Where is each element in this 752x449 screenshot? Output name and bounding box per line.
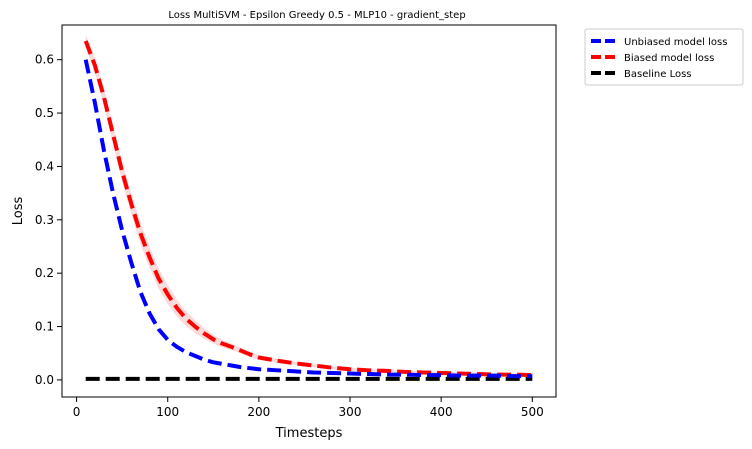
- y-tick-label: 0.5: [35, 106, 54, 120]
- x-axis-label: Timesteps: [275, 426, 343, 441]
- y-tick-label: 0.6: [35, 53, 54, 67]
- x-tick-label: 0: [73, 405, 81, 419]
- y-tick-label: 0.0: [35, 373, 54, 387]
- x-tick-label: 200: [247, 405, 270, 419]
- x-axis: 0 100 200 300 400 500: [73, 397, 544, 419]
- plot-frame: [61, 24, 557, 398]
- x-tick-label: 300: [339, 405, 362, 419]
- y-axis: 0.0 0.1 0.2 0.3 0.4 0.5 0.6: [35, 53, 62, 387]
- chart-title: Loss MultiSVM - Epsilon Greedy 0.5 - MLP…: [168, 10, 465, 21]
- x-tick-label: 400: [430, 405, 453, 419]
- legend-label-1: Biased model loss: [624, 53, 714, 64]
- x-tick-label: 100: [156, 405, 179, 419]
- legend-label-0: Unbiased model loss: [624, 37, 727, 48]
- series-line-0: [83, 59, 533, 379]
- legend-label-2: Baseline Loss: [624, 69, 692, 80]
- y-tick-label: 0.3: [35, 213, 54, 227]
- y-tick-label: 0.1: [35, 320, 54, 334]
- legend-box: [584, 28, 744, 86]
- series-band-1: [85, 34, 533, 377]
- legend: Unbiased model loss Biased model loss Base…: [584, 28, 744, 86]
- series-line-1: [83, 40, 533, 378]
- x-tick-label: 500: [521, 405, 544, 419]
- y-tick-label: 0.2: [35, 266, 54, 280]
- plot-area: [83, 34, 533, 381]
- y-tick-label: 0.4: [35, 159, 54, 173]
- y-axis-label: Loss: [11, 197, 26, 226]
